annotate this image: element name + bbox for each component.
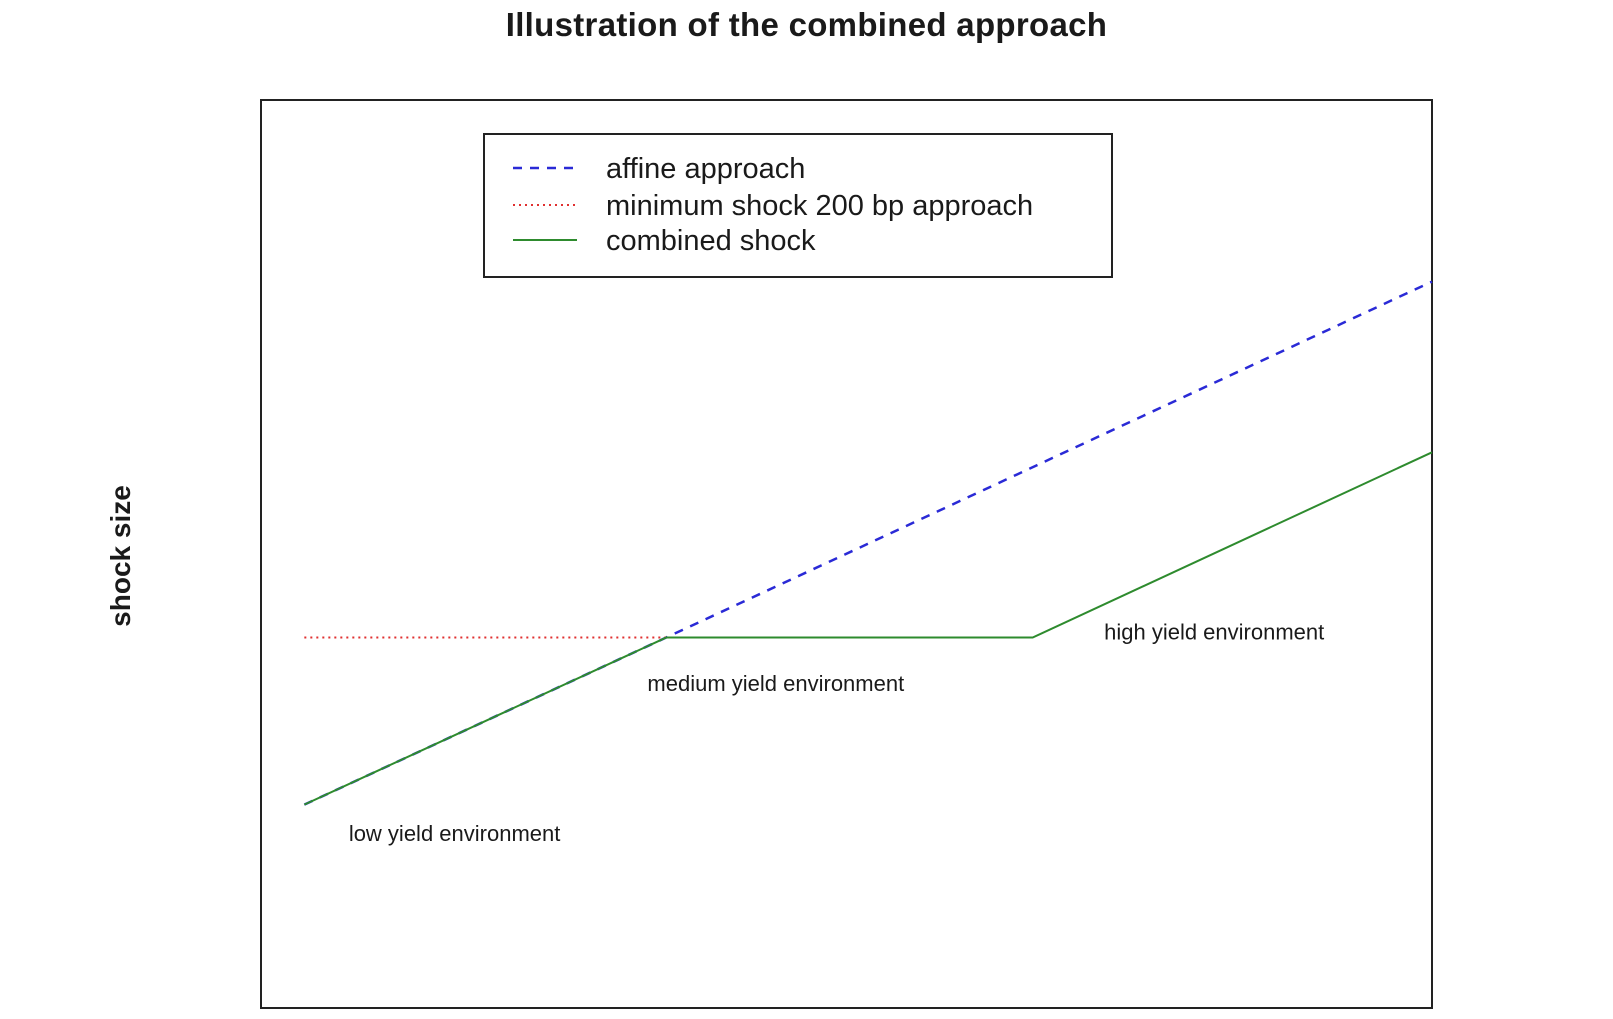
plot-frame [260, 99, 1433, 1009]
annotation-layer: low yield environment medium yield enviro… [349, 619, 1324, 846]
series-line-combined-shock [303, 451, 1433, 806]
annotation-medium-yield-environment: medium yield environment [647, 671, 904, 696]
legend-label-minimum: minimum shock 200 bp approach [606, 190, 1033, 222]
annotation-high-yield-environment: high yield environment [1104, 619, 1324, 644]
legend-label-affine: affine approach [606, 153, 805, 185]
series-layer [303, 280, 1433, 806]
chart-title: Illustration of the combined approach [505, 6, 1108, 43]
annotation-low-yield-environment: low yield environment [349, 821, 561, 846]
legend-label-combined: combined shock [606, 225, 816, 257]
legend-box [483, 133, 1113, 278]
legend: affine approach minimum shock 200 bp app… [483, 133, 1113, 278]
